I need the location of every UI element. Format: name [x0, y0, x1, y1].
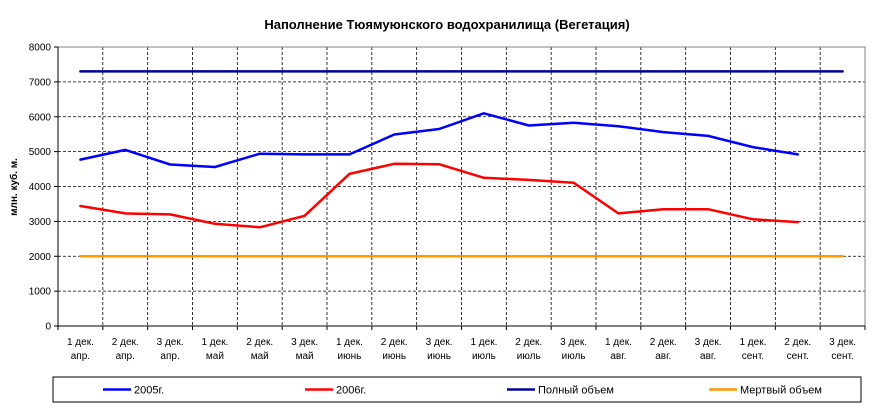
x-tick-label: 2 дек. апр. [112, 337, 139, 362]
y-tick-label: 5000 [29, 147, 52, 158]
legend-label-2: 2006г. [336, 385, 366, 397]
x-tick-label: 3 дек. май [291, 337, 318, 362]
legend-label-3: Полный объем [538, 385, 614, 397]
y-tick-labels: 0 1000 2000 3000 4000 5000 6000 7000 8000 [29, 43, 52, 333]
x-tick-label: 3 дек. июль [560, 337, 587, 362]
x-tick-label: 1 дек. июль [470, 337, 497, 362]
y-tick-label: 1000 [29, 287, 52, 298]
y-tick-label: 7000 [29, 77, 52, 88]
x-tick-label: 2 дек. июль [515, 337, 542, 362]
x-tick-label: 3 дек. сент. [829, 337, 856, 362]
x-tick-labels: 1 дек. апр. 2 дек. апр. 3 дек. апр. 1 дек. май 2… [67, 337, 856, 362]
x-tick-label: 1 дек. июнь [336, 337, 363, 362]
legend-label-4: Мертвый объем [740, 385, 822, 397]
x-tick-label: 3 дек. июнь [426, 337, 453, 362]
chart-title: Наполнение Тюямуюнского водохранилища (В… [264, 17, 629, 32]
y-tick-label: 3000 [29, 217, 52, 228]
x-tick-label: 1 дек. сент. [739, 337, 766, 362]
y-tick-label: 4000 [29, 182, 52, 193]
x-tick-label: 3 дек. авг. [695, 337, 722, 362]
y-tick-label: 6000 [29, 112, 52, 123]
series-line-1 [79, 112, 800, 169]
x-tick-label: 1 дек. апр. [67, 337, 94, 362]
x-tick-label: 2 дек. май [246, 337, 273, 362]
grid [58, 46, 865, 326]
x-tick-label: 2 дек. июнь [381, 337, 408, 362]
y-tick-label: 0 [45, 322, 51, 333]
y-tick-label: 8000 [29, 43, 52, 54]
y-tick-label: 2000 [29, 252, 52, 263]
series-lines [79, 70, 844, 258]
x-tick-label: 1 дек. май [201, 337, 228, 362]
x-tick-label: 2 дек. авг. [650, 337, 677, 362]
y-axis-label: млн. куб. м. [8, 158, 20, 216]
x-tick-label: 3 дек. апр. [157, 337, 184, 362]
legend: 2005г. 2006г. Полный объем Мертвый объем [52, 376, 862, 403]
series-line-2 [79, 162, 800, 229]
x-tick-label: 1 дек. авг. [605, 337, 632, 362]
axes [54, 46, 866, 330]
legend-label-1: 2005г. [134, 385, 164, 397]
x-tick-label: 2 дек. сент. [784, 337, 811, 362]
